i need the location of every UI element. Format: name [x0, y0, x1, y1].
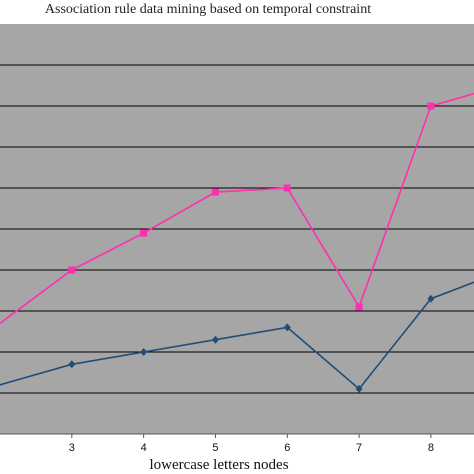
- x-tick-label-4: 4: [141, 442, 147, 454]
- x-axis: 3 4 5 6 7 8: [0, 433, 474, 454]
- series-1-point-7: [427, 102, 435, 110]
- series-2-point-5: [283, 323, 291, 332]
- series-1-point-3: [140, 229, 148, 237]
- gridlines: [0, 64, 474, 394]
- series-2-point-2: [68, 360, 76, 369]
- x-tick-label-7: 7: [356, 442, 362, 454]
- x-tick-label-5: 5: [212, 442, 218, 454]
- x-tick-label-6: 6: [284, 442, 290, 454]
- series-1-point-4: [211, 188, 219, 196]
- series-2-point-4: [211, 335, 219, 344]
- series-2-point-3: [140, 348, 148, 356]
- x-axis-label: lowercase letters nodes: [149, 457, 288, 473]
- series-1-line: [0, 92, 474, 324]
- x-tick-label-8: 8: [428, 442, 434, 454]
- series-2-point-6: [355, 384, 363, 393]
- series-1-point-2: [68, 266, 76, 274]
- series-group: [0, 92, 474, 393]
- x-tick-label-3: 3: [69, 442, 75, 454]
- series-2-line: [0, 281, 474, 391]
- series-1-point-6: [355, 303, 363, 311]
- series-1-point-5: [283, 184, 291, 192]
- chart-title: Association rule data mining based on te…: [45, 2, 371, 17]
- series-2-point-7: [427, 294, 435, 303]
